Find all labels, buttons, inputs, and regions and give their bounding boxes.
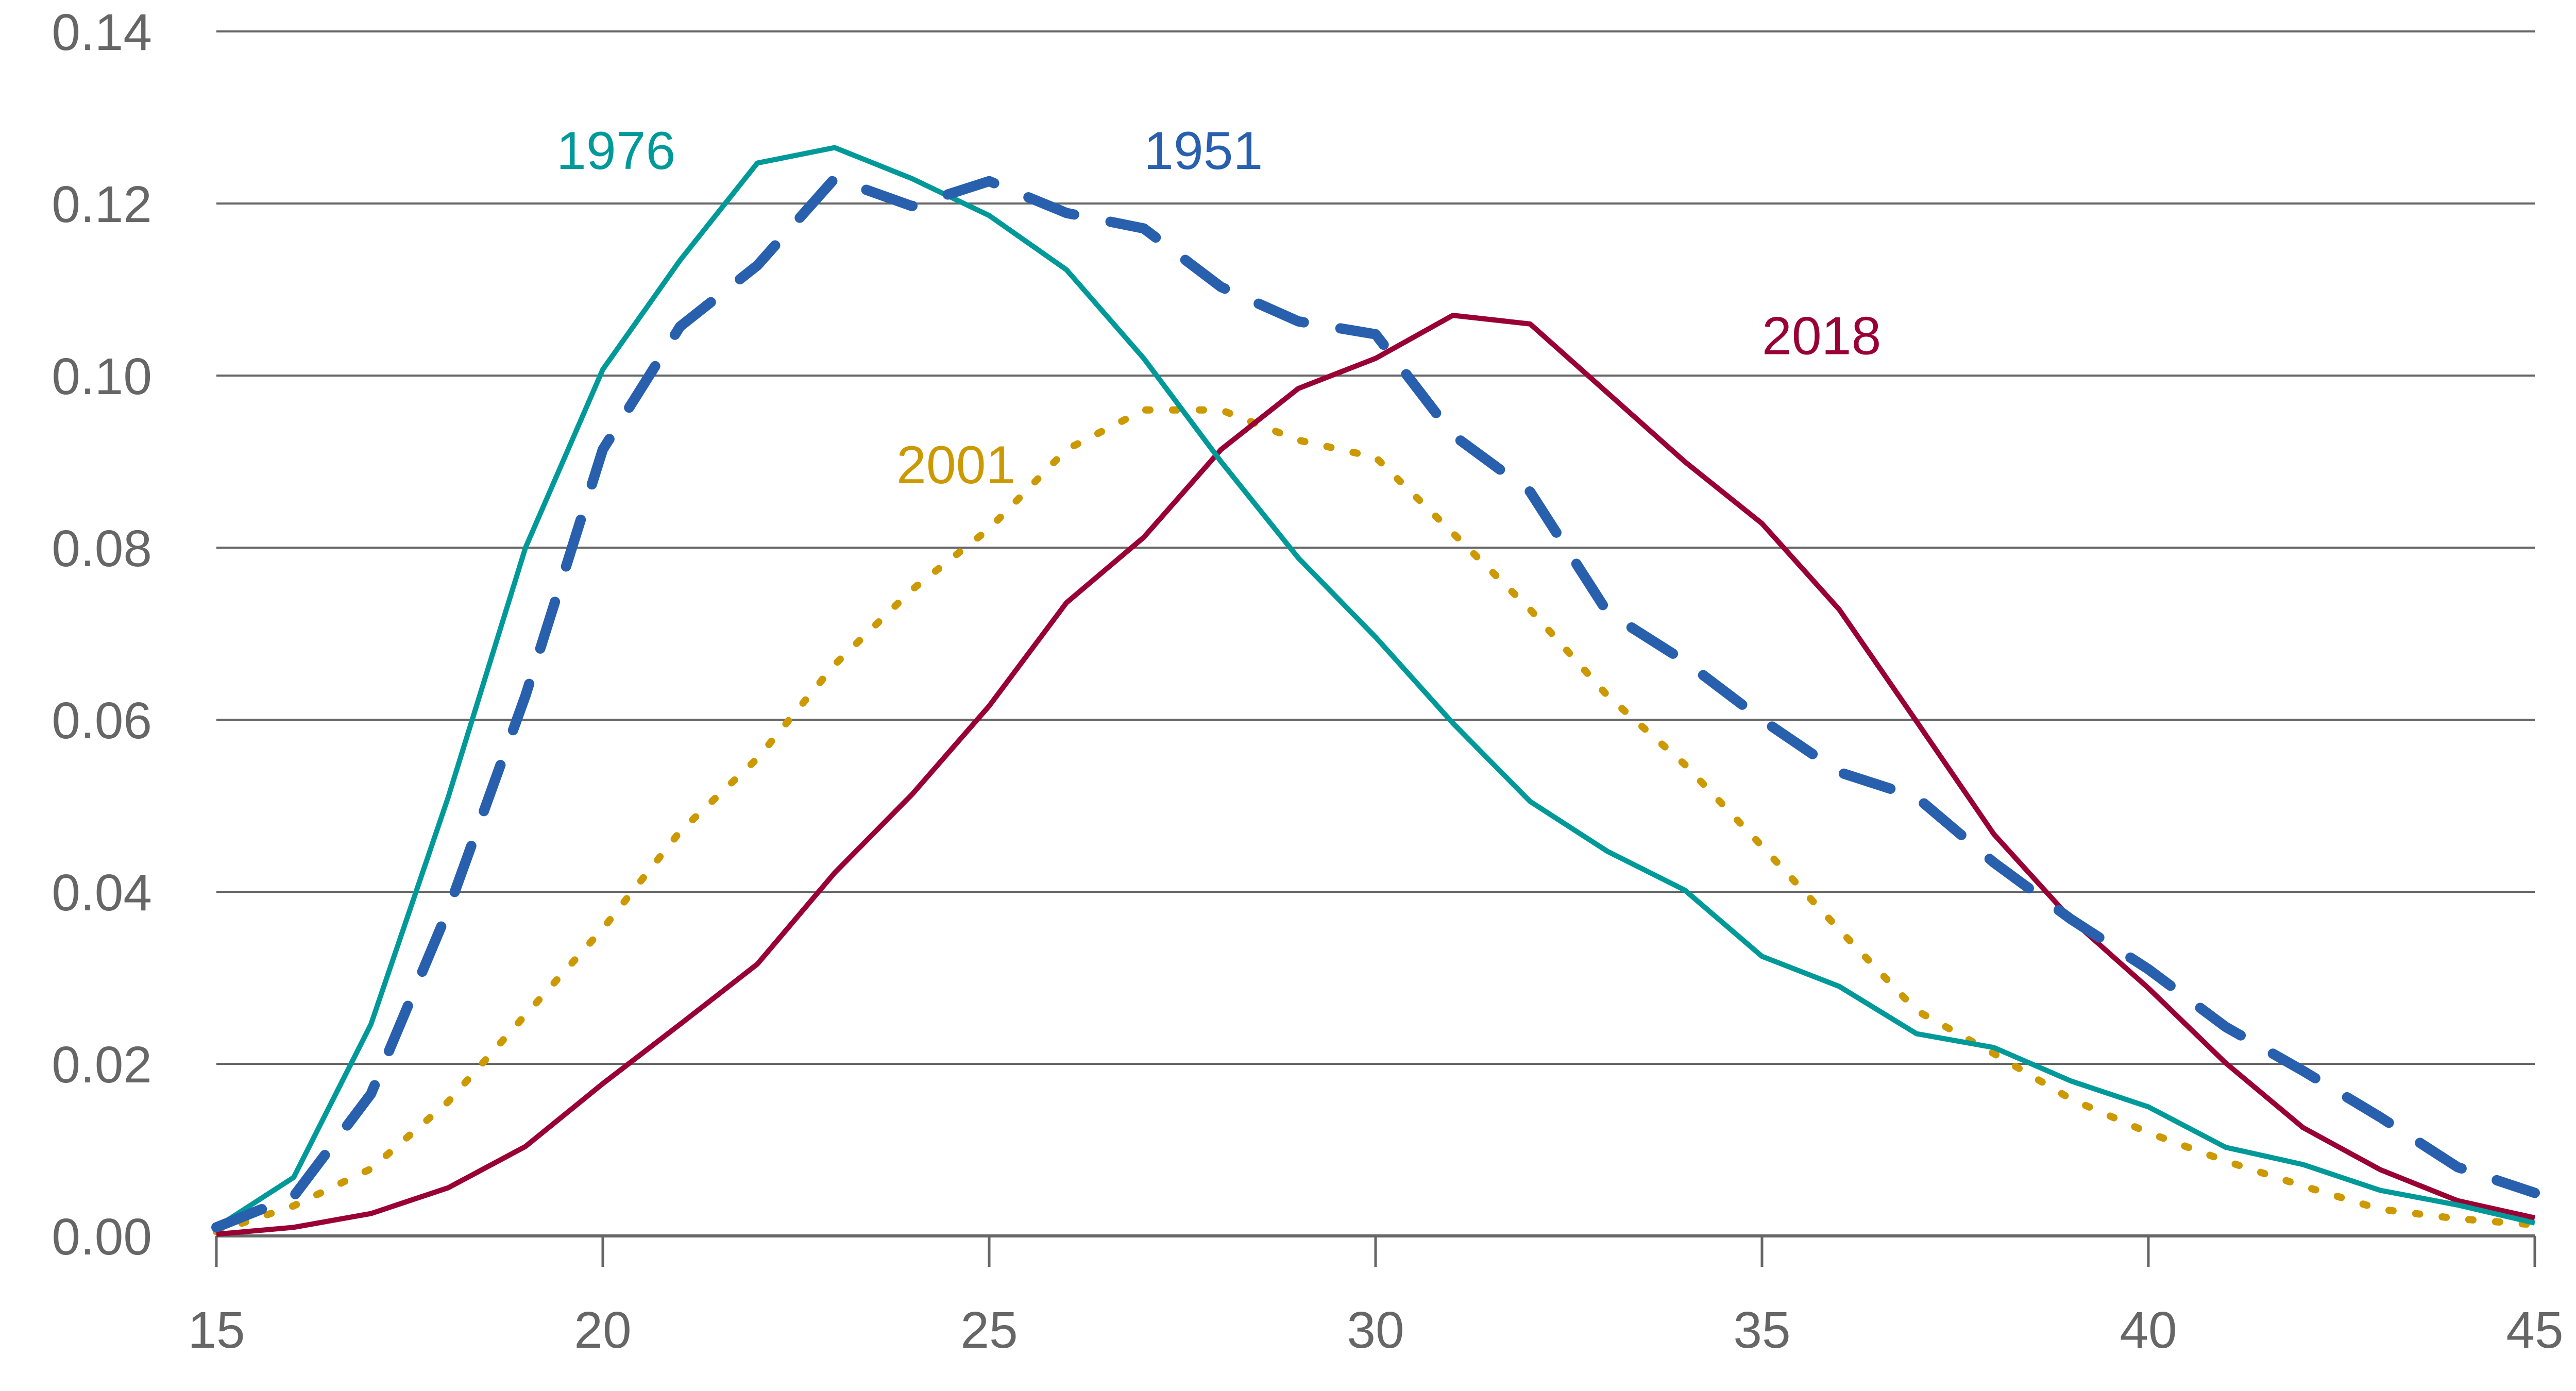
series-label-2001: 2001 bbox=[896, 435, 1015, 495]
series-line-1976 bbox=[215, 145, 2536, 1230]
series-lines bbox=[211, 145, 2540, 1237]
x-axis bbox=[215, 1234, 2536, 1267]
series-labels: 1951 1976 2001 2018 bbox=[556, 121, 1881, 495]
series-label-2018: 2018 bbox=[1762, 306, 1881, 366]
x-tick-label: 25 bbox=[960, 1301, 1018, 1359]
y-tick-label: 0.02 bbox=[52, 1036, 152, 1094]
x-tick-label: 40 bbox=[2120, 1301, 2177, 1359]
y-tick-label: 0.08 bbox=[52, 520, 152, 578]
x-tick-label: 15 bbox=[188, 1301, 245, 1359]
y-tick-label: 0.04 bbox=[52, 864, 152, 922]
x-axis-tick-labels: 15 20 25 30 35 40 45 bbox=[188, 1301, 2563, 1359]
series-label-1976: 1976 bbox=[556, 121, 675, 181]
y-axis-tick-labels: 0.00 0.02 0.04 0.06 0.08 0.10 0.12 0.14 bbox=[52, 4, 152, 1266]
gridlines bbox=[216, 30, 2535, 1065]
y-tick-label: 0.14 bbox=[52, 4, 152, 61]
series-line-2018 bbox=[216, 313, 2536, 1237]
series-label-1951: 1951 bbox=[1144, 121, 1263, 181]
y-tick-label: 0.10 bbox=[52, 348, 152, 405]
series-line-2001 bbox=[213, 406, 2538, 1235]
y-tick-label: 0.06 bbox=[52, 692, 152, 750]
x-tick-label: 20 bbox=[574, 1301, 631, 1359]
y-tick-label: 0.12 bbox=[52, 176, 152, 233]
series-line-1951 bbox=[211, 173, 2540, 1233]
x-tick-label: 35 bbox=[1733, 1301, 1790, 1359]
x-tick-label: 30 bbox=[1347, 1301, 1404, 1359]
x-tick-label: 45 bbox=[2506, 1301, 2563, 1359]
y-tick-label: 0.00 bbox=[52, 1208, 152, 1266]
